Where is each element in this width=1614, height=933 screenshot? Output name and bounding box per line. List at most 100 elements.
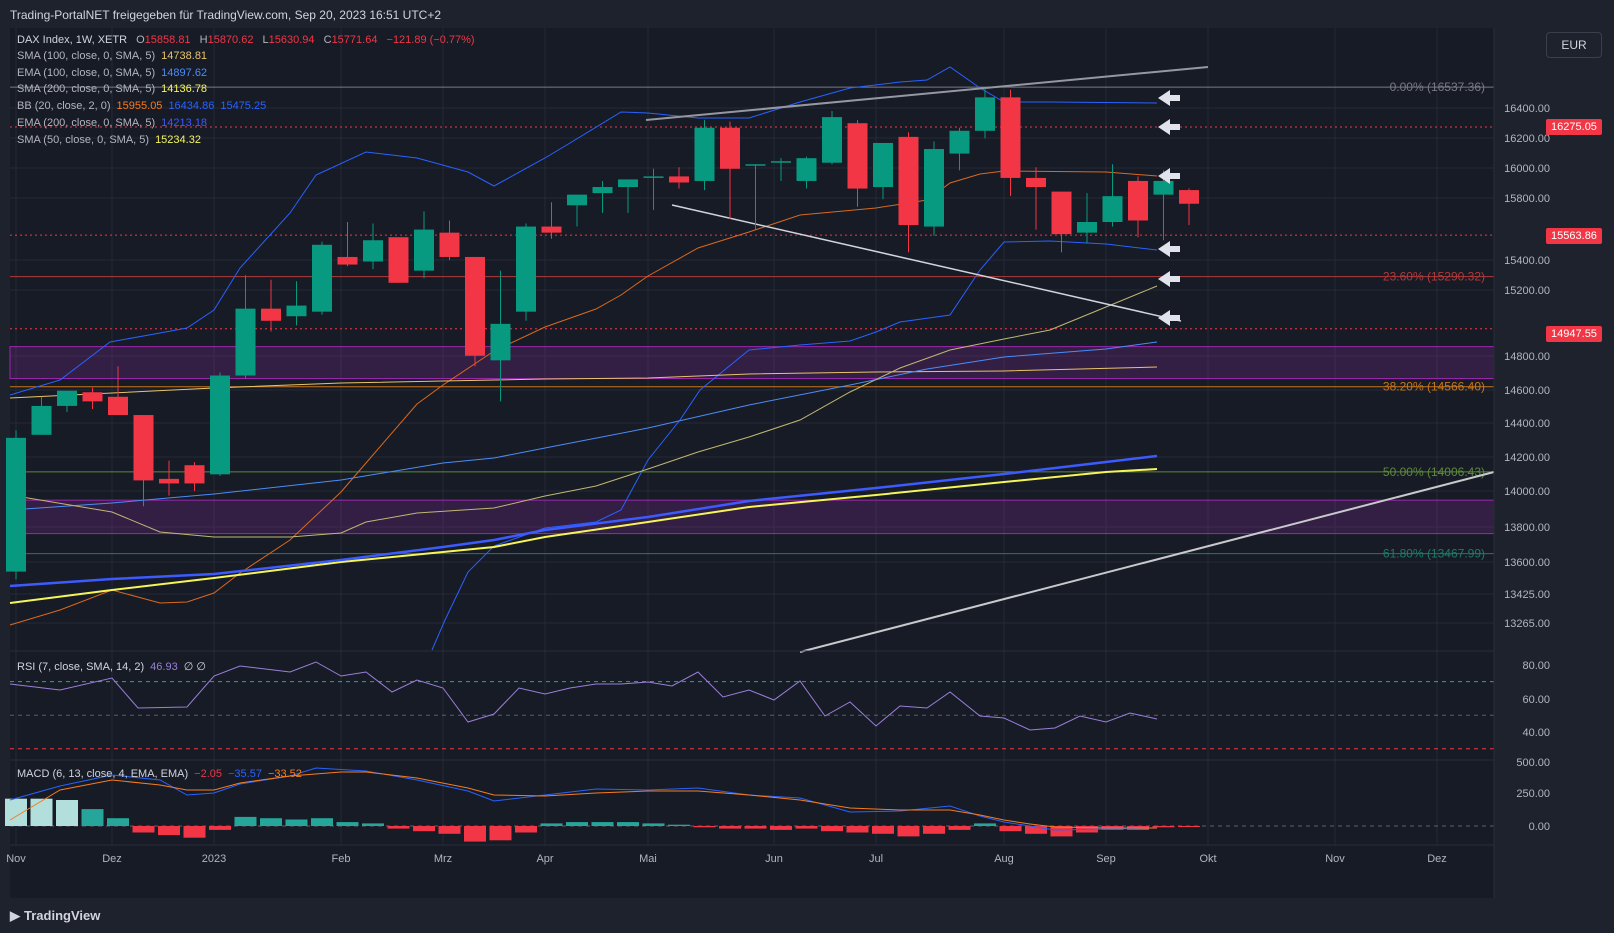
plot-background — [10, 28, 1494, 898]
macd-hist-bar — [719, 826, 741, 829]
x-axis-label: Dez — [102, 853, 122, 865]
candle-body — [210, 375, 230, 475]
legend-indicator: EMA (100, close, 0, SMA, 5) 14897.62 — [17, 66, 208, 79]
y-axis-label: 16200.00 — [1504, 133, 1550, 145]
rsi-line — [9, 661, 1158, 731]
macd-hist-bar — [30, 798, 53, 826]
macd-hist-bar — [897, 826, 920, 837]
trendline-upper — [645, 66, 1209, 121]
candle-body — [363, 240, 383, 262]
x-axis-label: Feb — [332, 853, 351, 865]
y-axis-label: 13265.00 — [1504, 618, 1550, 630]
macd-hist-bar — [158, 826, 180, 836]
legend-indicator: SMA (100, close, 0, SMA, 5) 14738.81 — [17, 50, 208, 62]
candle-body — [1026, 177, 1046, 188]
candle-body — [388, 237, 409, 283]
candle-body — [949, 130, 970, 154]
candle-body — [873, 142, 893, 188]
fib-label: 50.00% (14006.43) — [1383, 465, 1485, 479]
candle-body — [898, 136, 919, 226]
candle-body — [541, 226, 562, 233]
macd-hist-bar — [234, 816, 257, 826]
macd-hist-bar — [872, 826, 894, 834]
macd-hist-bar — [821, 826, 843, 832]
macd-hist-bar — [642, 823, 665, 826]
macd-hist-bar — [744, 826, 767, 829]
arrow-marker — [1158, 241, 1180, 257]
arrow-marker — [1158, 310, 1180, 326]
fib-label: 23.60% (15290.32) — [1383, 270, 1485, 284]
y-axis-label: 15800.00 — [1504, 193, 1550, 205]
y-axis-label: 13600.00 — [1504, 557, 1550, 569]
sma-200 — [9, 468, 1158, 604]
trendline-lower — [671, 204, 1182, 322]
arrow-marker — [1158, 168, 1180, 184]
candle-body — [516, 226, 536, 312]
macd-hist-bar — [999, 826, 1022, 832]
macd-hist-bar — [1152, 826, 1175, 828]
x-axis-label: Aug — [994, 853, 1014, 865]
bb-upper — [9, 66, 1158, 396]
bb-lower — [431, 240, 1158, 651]
legend-open: 15858.81 — [144, 34, 191, 46]
y-axis-label: 13425.00 — [1504, 589, 1550, 601]
candle-body — [669, 176, 689, 183]
macd-hist-bar — [336, 822, 359, 826]
macd-hist-bar — [540, 823, 563, 826]
candle-body — [720, 127, 740, 169]
macd-hist-bar — [387, 826, 410, 829]
candle-body — [1051, 191, 1072, 235]
candle-body — [57, 390, 77, 406]
y-axis-label: 14200.00 — [1504, 452, 1550, 464]
x-axis-label: Nov — [1325, 853, 1345, 865]
candle-body — [490, 323, 511, 361]
legend-low: 15630.94 — [268, 34, 315, 46]
macd-hist-bar — [693, 826, 716, 828]
candle-body — [82, 392, 103, 402]
macd-hist-bar — [1025, 826, 1047, 834]
price-badge-14947: 14947.55 — [1546, 326, 1602, 342]
rsi-axis-label: 60.00 — [1522, 694, 1550, 706]
macd-hist-bar — [260, 818, 282, 826]
currency-selector[interactable]: EUR — [1546, 32, 1602, 58]
y-axis-label: 16400.00 — [1504, 103, 1550, 115]
candle-body — [1128, 180, 1148, 221]
legend-symbol: DAX Index, 1W, XETR — [17, 34, 128, 46]
macd-hist-bar — [668, 824, 690, 826]
legend-indicator: BB (20, close, 2, 0) 15955.05 16434.86 1547… — [17, 100, 267, 113]
macd-hist-bar — [974, 823, 996, 826]
candle-body — [1000, 97, 1021, 178]
macd-hist-bar — [1178, 826, 1200, 827]
candle-body — [745, 164, 766, 166]
candle-body — [822, 117, 842, 163]
macd-hist-bar — [591, 822, 614, 826]
macd-hist-bar — [515, 826, 537, 833]
y-axis-label: 14600.00 — [1504, 385, 1550, 397]
macd-hist-bar — [209, 826, 231, 830]
candle-body — [6, 437, 26, 572]
candle-body — [312, 244, 332, 312]
candle-body — [975, 97, 995, 131]
price-badge-15563: 15563.86 — [1546, 228, 1602, 244]
fib-label: 38.20% (14566.40) — [1383, 380, 1485, 394]
price-badge-16275: 16275.05 — [1546, 119, 1602, 135]
y-axis-label: 15200.00 — [1504, 285, 1550, 297]
macd-hist-bar — [107, 818, 129, 826]
candle-body — [1153, 180, 1174, 195]
legend-high: 15870.62 — [207, 34, 254, 46]
macd-hist-bar — [438, 826, 461, 834]
macd-hist-bar — [795, 826, 818, 829]
candle-body — [1102, 196, 1123, 222]
macd-hist-bar — [846, 826, 869, 833]
x-axis-label: Jun — [765, 853, 783, 865]
candle-body — [184, 465, 205, 484]
footer-bar — [0, 898, 1614, 933]
y-axis-label: 13800.00 — [1504, 522, 1550, 534]
macd-hist-bar — [362, 823, 384, 826]
candle-body — [924, 149, 944, 227]
rsi-axis-label: 40.00 — [1522, 727, 1550, 739]
macd-hist-bar — [489, 826, 512, 841]
candle-body — [796, 158, 817, 181]
macd-hist-bar — [81, 809, 104, 826]
